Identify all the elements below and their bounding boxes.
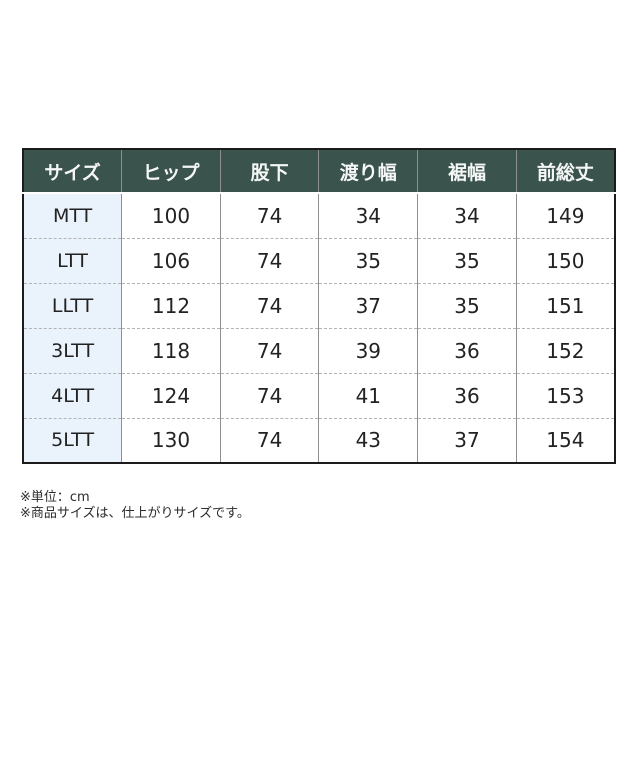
- value-cell: 36: [417, 327, 517, 373]
- value-cell: 100: [121, 192, 221, 238]
- size-cell: 5LTT: [23, 417, 122, 463]
- unit-note: ※単位：cm: [20, 490, 90, 505]
- value-cell: 154: [515, 417, 615, 463]
- value-cell: 34: [318, 192, 418, 238]
- value-cell: 35: [417, 282, 517, 328]
- value-cell: 106: [121, 237, 221, 283]
- size-table: サイズ ヒップ 股下 渡り幅 裾幅 前総丈 MTT 100 74 34 34 1…: [22, 148, 616, 464]
- value-cell: 34: [417, 192, 517, 238]
- value-cell: 74: [219, 327, 319, 373]
- value-cell: 39: [318, 327, 418, 373]
- size-cell: 4LTT: [23, 372, 122, 418]
- value-cell: 118: [121, 327, 221, 373]
- value-cell: 36: [417, 372, 517, 418]
- value-cell: 152: [515, 327, 615, 373]
- size-cell: LLTT: [23, 282, 122, 328]
- table-row: 4LTT 124 74 41 36 153: [23, 372, 615, 418]
- value-cell: 37: [417, 417, 517, 463]
- value-cell: 74: [219, 372, 319, 418]
- value-cell: 35: [318, 237, 418, 283]
- value-cell: 149: [515, 192, 615, 238]
- value-cell: 151: [515, 282, 615, 328]
- size-cell: MTT: [23, 192, 122, 238]
- value-cell: 74: [219, 282, 319, 328]
- header-cell-thigh-width: 渡り幅: [318, 149, 418, 193]
- value-cell: 37: [318, 282, 418, 328]
- footnotes: ※単位：cm ※商品サイズは、仕上がりサイズです。: [20, 490, 250, 522]
- value-cell: 124: [121, 372, 221, 418]
- header-row: サイズ ヒップ 股下 渡り幅 裾幅 前総丈: [23, 149, 615, 193]
- value-cell: 43: [318, 417, 418, 463]
- value-cell: 74: [219, 192, 319, 238]
- header-cell-inseam: 股下: [219, 149, 319, 193]
- table-row: 5LTT 130 74 43 37 154: [23, 417, 615, 463]
- header-cell-front-length: 前総丈: [515, 149, 615, 193]
- product-size-note: ※商品サイズは、仕上がりサイズです。: [20, 506, 250, 521]
- table-row: LTT 106 74 35 35 150: [23, 237, 615, 283]
- header-cell-hem-width: 裾幅: [417, 149, 517, 193]
- table-row: 3LTT 118 74 39 36 152: [23, 327, 615, 373]
- value-cell: 74: [219, 237, 319, 283]
- value-cell: 153: [515, 372, 615, 418]
- value-cell: 130: [121, 417, 221, 463]
- value-cell: 150: [515, 237, 615, 283]
- size-cell: LTT: [23, 237, 122, 283]
- value-cell: 112: [121, 282, 221, 328]
- table-row: MTT 100 74 34 34 149: [23, 192, 615, 238]
- table-row: LLTT 112 74 37 35 151: [23, 282, 615, 328]
- header-cell-size: サイズ: [23, 149, 122, 193]
- value-cell: 41: [318, 372, 418, 418]
- value-cell: 74: [219, 417, 319, 463]
- size-cell: 3LTT: [23, 327, 122, 373]
- value-cell: 35: [417, 237, 517, 283]
- header-cell-hip: ヒップ: [121, 149, 221, 193]
